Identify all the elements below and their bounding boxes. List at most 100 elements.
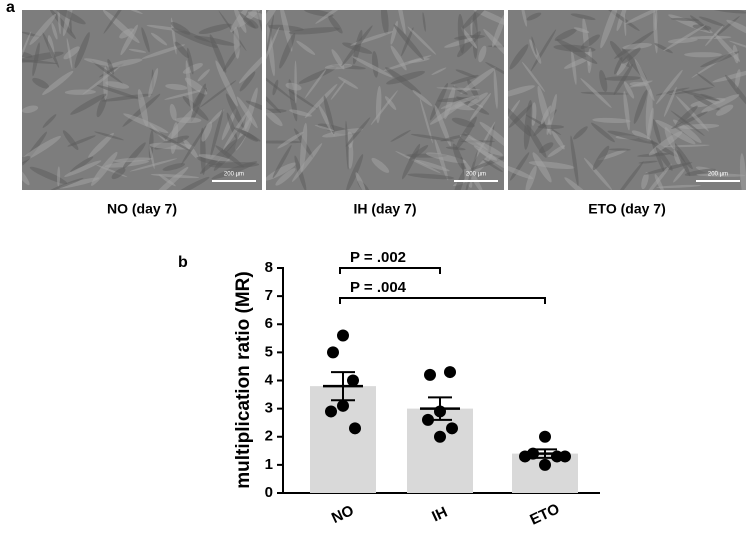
cell: [165, 83, 188, 91]
cell: [275, 168, 296, 186]
significance-bracket: [339, 267, 441, 274]
cell: [123, 113, 169, 134]
data-point: [539, 458, 551, 471]
cell: [508, 165, 534, 180]
cell: [508, 104, 532, 128]
cell: [57, 10, 61, 35]
cell: [291, 143, 323, 182]
cell: [314, 124, 335, 132]
cell: [279, 32, 296, 69]
cell: [451, 170, 466, 190]
cell: [460, 27, 478, 49]
cell: [129, 158, 178, 172]
panel-label: a: [6, 0, 15, 16]
cell: [492, 13, 504, 48]
data-point: [434, 405, 446, 418]
cell: [390, 129, 411, 142]
y-tick-label: 4: [265, 371, 274, 388]
cell: [473, 145, 498, 161]
cell: [463, 168, 473, 188]
y-tick-label: 2: [265, 428, 273, 445]
cell: [479, 121, 504, 155]
cell: [653, 10, 658, 54]
cell: [266, 14, 274, 52]
cell: [91, 60, 123, 84]
cell: [70, 156, 94, 173]
cell: [462, 159, 484, 190]
cell: [304, 69, 327, 99]
cell: [623, 14, 627, 37]
cell: [607, 130, 658, 145]
cell: [22, 59, 58, 64]
cell: [573, 27, 590, 34]
scale-bar-label: 200 µm: [708, 172, 728, 178]
cell: [215, 60, 238, 107]
cell: [107, 58, 115, 75]
cell: [464, 151, 478, 190]
cell: [288, 27, 341, 35]
cell: [655, 147, 673, 171]
cell: [213, 133, 247, 171]
cell: [149, 128, 192, 152]
cell: [508, 85, 535, 98]
cell: [412, 89, 433, 107]
x-tick-label: NO: [329, 502, 357, 527]
cell: [608, 148, 631, 151]
cell: [221, 108, 237, 141]
cell: [124, 10, 143, 14]
cell: [266, 162, 297, 181]
cell: [371, 157, 390, 173]
significance-label: P = .002: [350, 249, 406, 266]
cell: [49, 177, 84, 190]
cell: [338, 76, 359, 89]
panel-label: b: [178, 254, 188, 271]
cell: [654, 43, 673, 54]
cell: [698, 16, 725, 27]
cell: [111, 167, 126, 180]
cell: [623, 81, 635, 99]
cell: [654, 174, 665, 190]
micrograph: 200 µm: [22, 10, 262, 190]
cell: [103, 10, 132, 34]
cell: [196, 156, 223, 166]
cell: [684, 52, 722, 58]
cell: [716, 104, 734, 116]
cell: [407, 26, 437, 55]
cell: [523, 100, 533, 150]
cell: [74, 32, 90, 69]
cell: [641, 172, 649, 190]
cell: [239, 12, 256, 29]
cell: [266, 10, 283, 39]
cell: [483, 28, 504, 64]
cell: [210, 108, 224, 158]
cell: [315, 10, 350, 24]
cell: [352, 56, 393, 78]
y-tick-label: 5: [265, 343, 273, 360]
cell: [663, 86, 677, 117]
cell: [431, 67, 447, 75]
cell: [564, 56, 591, 69]
cell: [598, 149, 627, 161]
cell: [592, 145, 610, 171]
cell: [299, 122, 308, 173]
cell: [170, 17, 177, 55]
cell: [294, 60, 297, 104]
cell: [538, 142, 554, 154]
cell: [55, 10, 86, 25]
cell: [729, 40, 746, 52]
cell: [613, 161, 644, 190]
cell: [712, 68, 746, 83]
cell: [634, 58, 655, 102]
cell: [591, 122, 615, 143]
cell: [638, 160, 658, 164]
cell: [96, 85, 141, 100]
cell: [42, 114, 57, 128]
cell: [625, 10, 665, 25]
cell: [64, 89, 96, 95]
cell: [467, 92, 488, 107]
cell: [49, 10, 76, 39]
cell: [42, 31, 60, 68]
cell: [209, 109, 225, 124]
cell: [185, 60, 193, 112]
